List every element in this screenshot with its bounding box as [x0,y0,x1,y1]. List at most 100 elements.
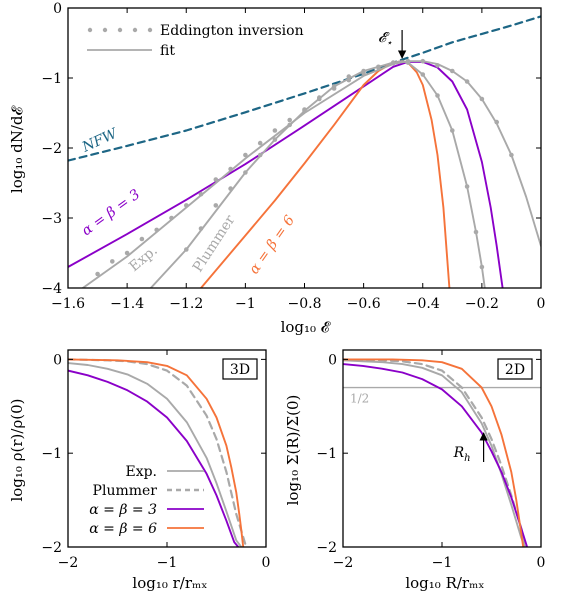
main-eddington-inversion-plummer-point [473,229,479,235]
distribution-function-panel: −1.6 −1.4 −1.2 −1 −0.8 −0.6 −0.4 −0.2 0 0 −1 −2 −3 −4… [8,1,545,336]
main-eddington-inversion-exp-point [272,128,278,133]
2d-tick-layer: −2 −1 0 0 −1 −2 [316,350,545,571]
main-eddington-inversion-plummer-point [450,128,455,133]
legend-exp-label: Exp. [125,464,157,480]
main-eddington-inversion-plummer-point [243,170,248,175]
main-eddington-inversion-plummer-point [213,203,219,208]
2d-ytick-label: 0 [328,352,337,368]
3d-tag-box [222,358,258,380]
3d-6-line [68,358,245,547]
main-ylabel: log₁₀ dN/d𝓔 [8,105,26,193]
main-eddington-inversion-exp-point [154,227,159,233]
main-eddington-inversion-exp-point [257,140,263,146]
2d-xtick-label: 0 [537,555,546,571]
main-eddington-inversion-plummer-point [405,60,411,65]
legend-a6-label: α = β = 6 [89,521,157,537]
2d-ytick-label: −1 [316,446,337,462]
3d-plot-frame [67,349,267,548]
estar-annotation: 𝓔⋆ [378,30,407,59]
main-xtick-label: −0.2 [465,296,499,312]
main-xtick-label: −1.4 [110,296,144,312]
legend-point-5 [147,27,153,33]
3d-ytick-label: −1 [41,446,62,462]
main-xtick-label: −0.4 [406,296,440,312]
main-plummer-fit-line [149,60,486,288]
3d-ytick-label: −2 [41,540,62,556]
main-eddington-inversion-exp-point [243,152,248,158]
main-eddington-inversion-plummer-point [257,152,263,158]
main-eddington-inversion-plummer-point [479,264,485,270]
alpha6-label: α = β = 6 [246,213,298,278]
legend-a3-label: α = β = 3 [89,502,157,518]
main-ytick-label: 0 [53,1,62,17]
main-xtick-label: −1.2 [169,296,203,312]
2d-exp-line [343,359,527,547]
surface-density-2d-panel: 1/2 −2 −1 0 0 −1 −2 2D Rh log₁₀ R/rₘₓ log₁₀ Σ… [284,349,545,592]
3d-xlabel: log₁₀ r/rₘₓ [132,574,207,592]
main-eddington-inversion-plummer-point [198,226,204,231]
main-eddington-inversion-plummer-point [435,93,440,98]
3d-exp-line [68,362,243,547]
main-eddington-inversion-exp-point [110,259,115,264]
2d-tag: 2D [505,362,525,378]
main-legend: Eddington inversion fit [87,23,304,59]
legend-point-3 [117,27,123,33]
main-eddington-inversion-exp-point [124,250,130,256]
main-eddington-inversion-exp-point [435,63,440,68]
3d-legend: Exp. Plummer α = β = 3 α = β = 6 [89,464,204,537]
2d-xlabel: log₁₀ R/rₘₓ [405,574,484,592]
main-eddington-inversion-exp-point [95,271,100,277]
legend-point-1 [87,27,93,33]
2d-xtick-label: −2 [333,555,354,571]
2d-series-layer [343,358,529,547]
2d-ylabel: log₁₀ Σ(R)/Σ(0) [284,395,302,506]
main-eddington-inversion-exp-point [213,177,219,182]
main-xtick-label: −1 [235,296,256,312]
3d-tag: 3D [230,362,250,378]
main-eddington-inversion-exp-point [139,236,145,242]
main-ytick-label: −1 [41,71,62,87]
2d-3-line [343,363,529,547]
main-eddington-inversion-plummer-point [420,72,426,77]
3d-plummer-line [68,358,248,547]
3d-series-layer [68,358,248,547]
main-eddington-inversion-plummer-point [287,122,293,128]
main-eddington-inversion-plummer-point [317,95,322,100]
main-eddington-inversion-plummer-point [331,84,337,89]
main-eddington-inversion-plummer-point [228,186,233,191]
main-eddington-inversion-exp-point [464,79,470,84]
main-eddington-inversion-plummer-point [184,247,189,252]
rh-label: Rh [453,445,471,464]
main-eddington-inversion-exp-point [346,77,352,83]
legend-eddington-label: Eddington inversion [160,23,304,39]
3d-xtick-label: −1 [157,555,178,571]
main-eddington-inversion-plummer-point [361,68,366,74]
main-6-line [200,60,451,288]
main-tick-layer: −1.6 −1.4 −1.2 −1 −0.8 −0.6 −0.4 −0.2 0 0 −1 −2 −3 −4 [41,1,545,312]
exp-label: Exp. [126,243,160,276]
plummer-label: Plummer [190,212,239,275]
main-plot-frame [67,7,542,289]
main-eddington-inversion-exp-point [169,215,174,221]
half-level-label: 1/2 [350,392,369,406]
density-3d-panel: −2 −1 0 0 −1 −2 3D Exp. Plummer α = β = 3 α =… [8,349,270,592]
2d-tag-box [497,358,533,380]
3d-xtick-label: −2 [58,555,79,571]
main-nfw-line [68,15,541,162]
2d-plot-frame [342,349,542,548]
main-eddington-inversion-exp-point [479,96,485,102]
main-eddington-inversion-exp-point [198,191,204,197]
main-eddington-inversion-plummer-point [464,184,470,189]
main-xtick-label: −0.6 [347,296,381,312]
2d-xtick-label: −1 [432,555,453,571]
main-eddington-inversion-exp-point [287,117,293,123]
main-ytick-label: −2 [41,141,62,157]
main-xtick-label: −0.8 [288,296,322,312]
estar-label: 𝓔⋆ [378,30,392,49]
legend-fit-label: fit [160,43,175,59]
nfw-label: NFW [79,125,121,156]
legend-plummer-label: Plummer [93,483,158,499]
main-eddington-inversion-exp-point [420,58,426,64]
main-ytick-label: −3 [41,211,62,227]
